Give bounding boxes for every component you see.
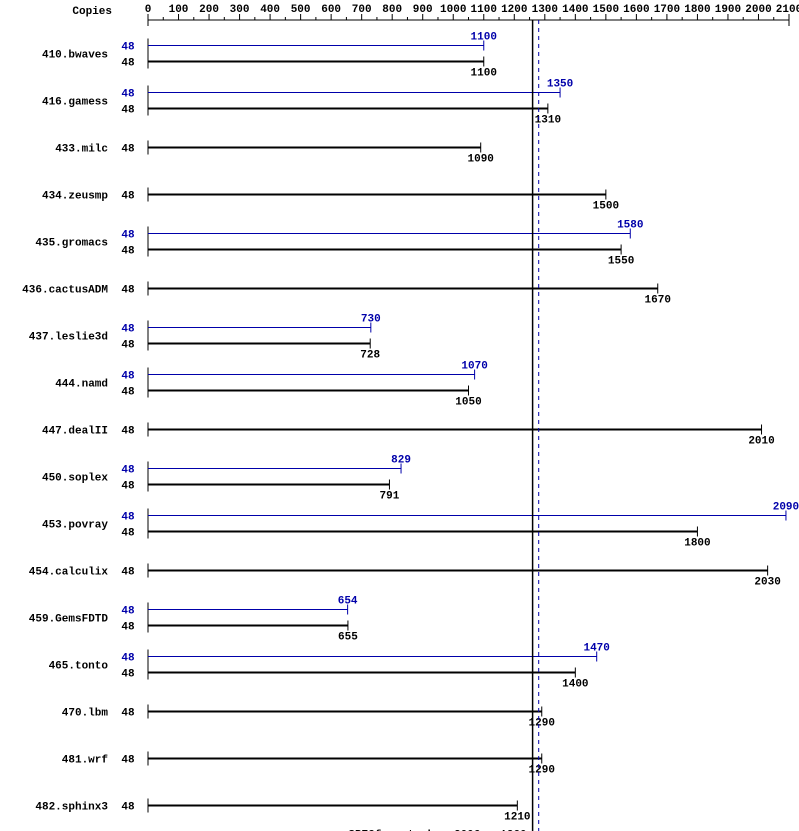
axis-tick-label: 1500 (593, 4, 619, 16)
copies-value-peak: 48 (121, 324, 135, 336)
copies-value-base: 48 (121, 285, 135, 297)
copies-value-peak: 48 (121, 89, 135, 101)
peak-value-label: 1100 (471, 32, 497, 44)
axis-tick-label: 2100 (776, 4, 799, 16)
base-value-label: 1210 (504, 812, 530, 824)
benchmark-name: 436.cactusADM (22, 285, 108, 297)
peak-value-label: 1580 (617, 220, 643, 232)
copies-value-base: 48 (121, 191, 135, 203)
copies-value-base: 48 (121, 755, 135, 767)
copies-value-base: 48 (121, 528, 135, 540)
benchmark-name: 437.leslie3d (29, 332, 108, 344)
peak-value-label: 1070 (461, 361, 487, 373)
axis-tick-label: 1000 (440, 4, 466, 16)
base-value-label: 2030 (754, 577, 780, 589)
peak-value-label: 2090 (773, 502, 799, 514)
copies-value-base: 48 (121, 669, 135, 681)
copies-value-peak: 48 (121, 371, 135, 383)
base-value-label: 1100 (471, 68, 497, 80)
base-value-label: 1500 (593, 201, 619, 213)
benchmark-name: 434.zeusmp (42, 191, 108, 203)
benchmark-name: 416.gamess (42, 97, 108, 109)
copies-value-base: 48 (121, 567, 135, 579)
base-value-label: 1400 (562, 679, 588, 691)
base-value-label: 1550 (608, 256, 634, 268)
benchmark-name: 433.milc (55, 144, 108, 156)
copies-value-base: 48 (121, 481, 135, 493)
axis-tick-label: 1700 (654, 4, 680, 16)
peak-value-label: 730 (361, 314, 381, 326)
copies-value-peak: 48 (121, 42, 135, 54)
axis-tick-label: 200 (199, 4, 219, 16)
benchmark-name: 482.sphinx3 (35, 802, 108, 814)
copies-value-peak: 48 (121, 512, 135, 524)
peak-value-label: 654 (338, 596, 358, 608)
benchmark-name: 470.lbm (62, 708, 109, 720)
axis-tick-label: 500 (291, 4, 311, 16)
base-value-label: 728 (360, 350, 380, 362)
benchmark-name: 481.wrf (62, 755, 109, 767)
benchmark-name: 444.namd (55, 379, 108, 391)
axis-tick-label: 1200 (501, 4, 527, 16)
axis-tick-label: 1100 (471, 4, 497, 16)
benchmark-name: 450.soplex (42, 473, 108, 485)
axis-tick-label: 2000 (745, 4, 771, 16)
benchmark-name: 465.tonto (49, 661, 109, 673)
axis-tick-label: 1300 (532, 4, 558, 16)
axis-tick-label: 1900 (715, 4, 741, 16)
copies-value-base: 48 (121, 58, 135, 70)
copies-value-base: 48 (121, 144, 135, 156)
copies-value-base: 48 (121, 105, 135, 117)
copies-value-peak: 48 (121, 606, 135, 618)
axis-tick-label: 900 (413, 4, 433, 16)
copies-value-peak: 48 (121, 230, 135, 242)
axis-tick-label: 800 (382, 4, 402, 16)
copies-value-base: 48 (121, 426, 135, 438)
base-value-label: 1050 (455, 397, 481, 409)
benchmark-name: 435.gromacs (35, 238, 108, 250)
base-value-label: 2010 (748, 436, 774, 448)
axis-tick-label: 1600 (623, 4, 649, 16)
base-value-label: 1800 (684, 538, 710, 550)
copies-value-peak: 48 (121, 653, 135, 665)
axis-tick-label: 400 (260, 4, 280, 16)
base-value-label: 1090 (468, 154, 494, 166)
benchmark-name: 447.dealII (42, 426, 108, 438)
peak-value-label: 1350 (547, 79, 573, 91)
base-value-label: 1670 (645, 295, 671, 307)
spec-rate-chart: Copies 0 100 200 300 400 500 600 700 800 900 1000 11… (0, 0, 799, 831)
copies-value-peak: 48 (121, 465, 135, 477)
base-value-label: 655 (338, 632, 358, 644)
axis-tick-label: 300 (230, 4, 250, 16)
axis-tick-label: 1800 (684, 4, 710, 16)
copies-value-base: 48 (121, 340, 135, 352)
benchmark-name: 459.GemsFDTD (29, 614, 109, 626)
copies-value-base: 48 (121, 708, 135, 720)
benchmark-name: 454.calculix (29, 567, 109, 579)
axis-tick-label: 600 (321, 4, 341, 16)
copies-value-base: 48 (121, 387, 135, 399)
axis-tick-label: 1400 (562, 4, 588, 16)
axis-tick-label: 100 (169, 4, 189, 16)
copies-header: Copies (72, 6, 112, 18)
peak-value-label: 829 (391, 455, 411, 467)
copies-value-base: 48 (121, 802, 135, 814)
benchmark-name: 410.bwaves (42, 50, 108, 62)
base-value-label: 791 (380, 491, 400, 503)
peak-value-label: 1470 (583, 643, 609, 655)
axis-tick-label: 700 (352, 4, 372, 16)
copies-value-base: 48 (121, 246, 135, 258)
benchmark-name: 453.povray (42, 520, 108, 532)
axis-tick-label: 0 (145, 4, 152, 16)
copies-value-base: 48 (121, 622, 135, 634)
